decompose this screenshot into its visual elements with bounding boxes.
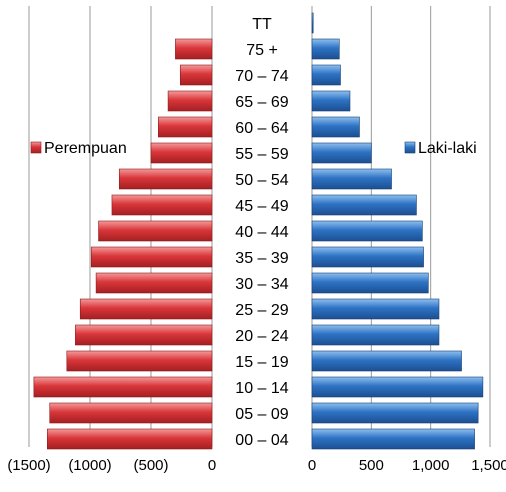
legend-laki-laki-label: Laki-laki — [418, 140, 477, 157]
bar-laki-laki-50-54 — [311, 168, 392, 190]
bar-perempuan-75 — [175, 38, 213, 60]
perempuan-bars — [33, 38, 213, 450]
legend-perempuan-swatch — [30, 141, 42, 154]
bar-perempuan-35-39 — [90, 246, 213, 268]
bar-perempuan-20-24 — [75, 324, 213, 346]
bar-laki-laki-05-09 — [311, 402, 479, 424]
left-tick-label: (1500) — [7, 457, 50, 474]
bar-perempuan-05-09 — [49, 402, 213, 424]
left-tick-label: (1000) — [68, 457, 111, 474]
bar-perempuan-60-64 — [158, 116, 213, 138]
right-tick-label: 500 — [359, 457, 384, 474]
bar-laki-laki-55-59 — [311, 142, 372, 164]
age-label-35-39: 35 – 39 — [235, 250, 288, 267]
age-label-00-04: 00 – 04 — [235, 432, 288, 449]
bar-perempuan-65-69 — [167, 90, 213, 112]
left-tick-label: (500) — [133, 457, 168, 474]
age-label-40-44: 40 – 44 — [235, 224, 288, 241]
bar-perempuan-50-54 — [118, 168, 213, 190]
left-tick-label: 0 — [208, 457, 216, 474]
bar-laki-laki-30-34 — [311, 272, 429, 294]
right-axis-ticks: 0 500 1,000 1,500 — [308, 457, 506, 474]
age-label-70-74: 70 – 74 — [235, 68, 288, 85]
bar-perempuan-30-34 — [95, 272, 213, 294]
bar-laki-laki-60-64 — [311, 116, 360, 138]
bar-perempuan-45-49 — [111, 194, 213, 216]
age-label-10-14: 10 – 14 — [235, 380, 288, 397]
age-label-05-09: 05 – 09 — [235, 406, 288, 423]
bar-perempuan-55-59 — [150, 142, 213, 164]
age-label-45-49: 45 – 49 — [235, 198, 288, 215]
legend-perempuan-label: Perempuan — [44, 140, 127, 157]
bar-laki-laki-15-19 — [311, 350, 462, 372]
bar-laki-laki-75 — [311, 38, 340, 60]
bar-laki-laki-70-74 — [311, 64, 341, 86]
left-axis-ticks: (1500) (1000) (500) 0 — [7, 457, 216, 474]
right-tick-label: 1,500 — [471, 457, 506, 474]
laki-laki-bars — [311, 12, 484, 450]
age-label-25-29: 25 – 29 — [235, 302, 288, 319]
age-group-labels: TT 75 + 70 – 74 65 – 69 60 – 64 55 – 59 50 – 5… — [235, 16, 288, 449]
bar-laki-laki-25-29 — [311, 298, 440, 320]
age-label-15-19: 15 – 19 — [235, 354, 288, 371]
legend-perempuan: Perempuan — [30, 140, 127, 157]
bar-laki-laki-35-39 — [311, 246, 424, 268]
age-label-75: 75 + — [246, 42, 278, 59]
age-label-60-64: 60 – 64 — [235, 120, 288, 137]
right-tick-label: 1,000 — [412, 457, 450, 474]
bar-perempuan-00-04 — [46, 428, 213, 450]
bar-laki-laki-20-24 — [311, 324, 440, 346]
age-label-55-59: 55 – 59 — [235, 146, 288, 163]
bar-laki-laki-40-44 — [311, 220, 423, 242]
age-label-30-34: 30 – 34 — [235, 276, 288, 293]
bar-perempuan-70-74 — [179, 64, 213, 86]
bar-perempuan-25-29 — [79, 298, 213, 320]
legend-laki-laki: Laki-laki — [404, 140, 477, 157]
bar-laki-laki-65-69 — [311, 90, 351, 112]
bar-laki-laki-10-14 — [311, 376, 484, 398]
bar-laki-laki-00-04 — [311, 428, 475, 450]
bar-laki-laki-45-49 — [311, 194, 417, 216]
right-tick-label: 0 — [308, 457, 316, 474]
bar-perempuan-40-44 — [98, 220, 213, 242]
age-label-65-69: 65 – 69 — [235, 94, 288, 111]
legend-laki-laki-swatch — [404, 141, 416, 154]
age-label-50-54: 50 – 54 — [235, 172, 288, 189]
bar-laki-laki-tt — [311, 12, 314, 34]
age-label-tt: TT — [252, 16, 272, 33]
bar-perempuan-15-19 — [66, 350, 213, 372]
bar-perempuan-10-14 — [33, 376, 213, 398]
age-label-20-24: 20 – 24 — [235, 328, 288, 345]
